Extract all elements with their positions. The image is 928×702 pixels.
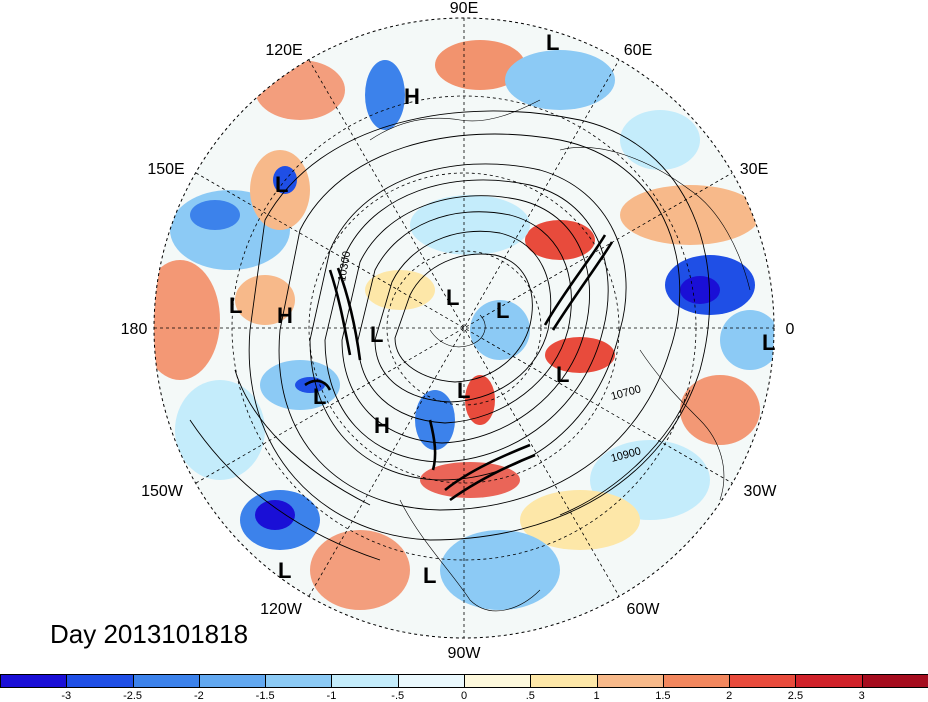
pressure-center-l: L	[546, 30, 559, 55]
colorbar-swatch	[0, 674, 68, 688]
pressure-center-l: L	[762, 330, 775, 355]
colorbar-tick-label: -3	[61, 690, 72, 702]
lon-label-30w: 30W	[744, 483, 778, 500]
contour-label-10300: 10300	[336, 250, 353, 282]
colorbar-swatch	[596, 674, 664, 688]
pressure-center-l: L	[496, 298, 509, 323]
colorbar-tick-label: .5	[525, 690, 535, 702]
colorbar-swatch	[66, 674, 134, 688]
colorbar-tick-label: 2	[726, 690, 733, 702]
colorbar-swatch	[795, 674, 863, 688]
lon-label-180: 180	[121, 321, 148, 338]
colorbar-tick-label: -.5	[391, 690, 405, 702]
colorbar-swatch	[530, 674, 598, 688]
colorbar-swatch	[397, 674, 465, 688]
lon-label-60w: 60W	[627, 601, 661, 618]
pressure-center-l: L	[313, 384, 326, 409]
pressure-center-l: L	[229, 293, 242, 318]
colorbar-swatch	[265, 674, 333, 688]
colorbar	[0, 674, 928, 690]
pressure-center-h: H	[277, 303, 293, 328]
colorbar-swatch	[463, 674, 532, 688]
lon-label-90w: 90W	[448, 645, 482, 662]
pressure-center-l: L	[556, 362, 569, 387]
pressure-center-l: L	[370, 322, 383, 347]
colorbar-tick-label: -2	[193, 690, 204, 702]
colorbar-tick-label: 1.5	[655, 690, 671, 702]
bold-contours	[304, 234, 614, 502]
colorbar-swatch	[861, 674, 928, 688]
lon-label-30e: 30E	[740, 161, 768, 178]
pressure-center-l: L	[275, 172, 288, 197]
colorbar-swatch	[662, 674, 731, 688]
colorbar-tick-label: 1	[593, 690, 600, 702]
colorbar-tick-label: -1.5	[255, 690, 275, 702]
lon-label-150e: 150E	[147, 161, 184, 178]
coastlines	[369, 99, 751, 612]
lon-label-90e: 90E	[450, 0, 478, 17]
colorbar-ticks: -3 -2.5 -2 -1.5 -1 -.5 0 .5 1 1.5 2 2.5 3	[0, 690, 928, 702]
height-contours	[189, 110, 711, 561]
colorbar-swatch	[331, 674, 399, 688]
colorbar-swatch	[729, 674, 797, 688]
lon-label-0: 0	[786, 321, 795, 338]
pressure-center-l: L	[446, 285, 459, 310]
colorbar-tick-label: 0	[460, 690, 468, 702]
map-boundary	[153, 17, 775, 639]
lon-label-60e: 60E	[624, 42, 652, 59]
pressure-center-h: L	[423, 563, 436, 588]
colorbar-swatch	[132, 674, 200, 688]
colorbar-tick-label: -1	[326, 690, 337, 702]
colorbar-tick-label: 3	[858, 690, 865, 702]
lon-label-120w: 120W	[260, 601, 303, 618]
colorbar-swatch	[198, 674, 267, 688]
pressure-center-h: H	[404, 84, 420, 109]
colorbar-tick-label: -2.5	[123, 690, 143, 702]
graticule	[154, 18, 774, 638]
lon-label-120e: 120E	[265, 42, 302, 59]
colorbar-tick-label: 2.5	[787, 690, 804, 702]
lon-label-150w: 150W	[141, 483, 184, 500]
pressure-center-h: H	[374, 413, 390, 438]
polar-map: 10300 10700 10900 L H L L H L L L L L L …	[121, 0, 795, 662]
date-title: Day 2013101818	[50, 619, 249, 649]
pressure-center-l: L	[457, 378, 470, 403]
pressure-center-l: L	[278, 558, 291, 583]
